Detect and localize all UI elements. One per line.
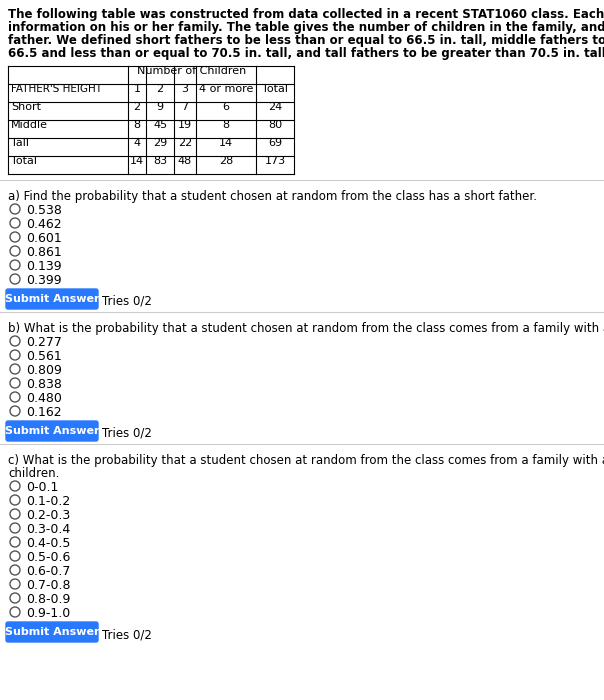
Text: children.: children. <box>8 467 59 480</box>
Circle shape <box>10 579 20 589</box>
Text: 0.4-0.5: 0.4-0.5 <box>26 537 71 550</box>
Text: 0.861: 0.861 <box>26 246 62 259</box>
Text: 0.3-0.4: 0.3-0.4 <box>26 523 70 536</box>
Circle shape <box>10 523 20 533</box>
Text: 2: 2 <box>133 102 141 112</box>
Text: 4 or more: 4 or more <box>199 84 253 94</box>
Circle shape <box>10 364 20 374</box>
Text: 66.5 and less than or equal to 70.5 in. tall, and tall fathers to be greater tha: 66.5 and less than or equal to 70.5 in. … <box>8 47 604 60</box>
Text: 173: 173 <box>265 156 286 166</box>
FancyBboxPatch shape <box>6 622 98 642</box>
Text: 14: 14 <box>130 156 144 166</box>
Text: 3: 3 <box>181 84 188 94</box>
Circle shape <box>10 551 20 561</box>
Text: 0.2-0.3: 0.2-0.3 <box>26 509 70 522</box>
Text: Number of Children: Number of Children <box>137 66 246 76</box>
Text: 8: 8 <box>222 120 230 130</box>
Text: 14: 14 <box>219 138 233 148</box>
FancyBboxPatch shape <box>6 421 98 441</box>
Text: Tries 0/2: Tries 0/2 <box>102 628 152 641</box>
Text: 22: 22 <box>178 138 192 148</box>
Text: Tries 0/2: Tries 0/2 <box>102 427 152 440</box>
Text: 0.838: 0.838 <box>26 378 62 391</box>
Text: 0.277: 0.277 <box>26 336 62 349</box>
Circle shape <box>10 495 20 505</box>
Text: 8: 8 <box>133 120 141 130</box>
Text: The following table was constructed from data collected in a recent STAT1060 cla: The following table was constructed from… <box>8 8 604 21</box>
Text: 0.7-0.8: 0.7-0.8 <box>26 579 71 592</box>
Circle shape <box>10 378 20 388</box>
Text: FATHER'S HEIGHT: FATHER'S HEIGHT <box>11 84 102 94</box>
Text: Submit Answer: Submit Answer <box>5 627 99 637</box>
Circle shape <box>10 509 20 519</box>
Circle shape <box>10 336 20 346</box>
Text: 0.538: 0.538 <box>26 204 62 217</box>
Text: 0.809: 0.809 <box>26 364 62 377</box>
Text: 0.6-0.7: 0.6-0.7 <box>26 565 71 578</box>
Circle shape <box>10 246 20 256</box>
FancyBboxPatch shape <box>6 289 98 309</box>
Text: 19: 19 <box>178 120 192 130</box>
Text: 48: 48 <box>178 156 192 166</box>
Circle shape <box>10 481 20 491</box>
Text: b) What is the probability that a student chosen at random from the class comes : b) What is the probability that a studen… <box>8 322 604 335</box>
Text: a) Find the probability that a student chosen at random from the class has a sho: a) Find the probability that a student c… <box>8 190 537 203</box>
Circle shape <box>10 218 20 228</box>
Text: 0.9-1.0: 0.9-1.0 <box>26 607 70 620</box>
Text: 0.139: 0.139 <box>26 260 62 273</box>
Text: 29: 29 <box>153 138 167 148</box>
Text: 1: 1 <box>133 84 141 94</box>
Text: 4: 4 <box>133 138 141 148</box>
Text: Total: Total <box>262 84 288 94</box>
Circle shape <box>10 537 20 547</box>
Circle shape <box>10 232 20 242</box>
Text: Tall: Tall <box>11 138 29 148</box>
Text: 9: 9 <box>156 102 164 112</box>
Text: information on his or her family. The table gives the number of children in the : information on his or her family. The ta… <box>8 21 604 34</box>
Text: Total: Total <box>11 156 37 166</box>
Text: 0.561: 0.561 <box>26 350 62 363</box>
Text: 0.1-0.2: 0.1-0.2 <box>26 495 70 508</box>
Text: 6: 6 <box>222 102 230 112</box>
Text: Short: Short <box>11 102 41 112</box>
Text: 0.8-0.9: 0.8-0.9 <box>26 593 71 606</box>
Text: 0.5-0.6: 0.5-0.6 <box>26 551 71 564</box>
Circle shape <box>10 392 20 402</box>
Text: 24: 24 <box>268 102 282 112</box>
Text: 7: 7 <box>181 102 188 112</box>
Text: 28: 28 <box>219 156 233 166</box>
Text: 83: 83 <box>153 156 167 166</box>
Text: 0.162: 0.162 <box>26 406 62 419</box>
Text: 80: 80 <box>268 120 282 130</box>
Circle shape <box>10 607 20 617</box>
Text: Middle: Middle <box>11 120 48 130</box>
Text: 2: 2 <box>156 84 164 94</box>
Text: 45: 45 <box>153 120 167 130</box>
Text: 69: 69 <box>268 138 282 148</box>
Text: Tries 0/2: Tries 0/2 <box>102 295 152 308</box>
Text: c) What is the probability that a student chosen at random from the class comes : c) What is the probability that a studen… <box>8 454 604 467</box>
Text: 0.601: 0.601 <box>26 232 62 245</box>
Text: 0-0.1: 0-0.1 <box>26 481 59 494</box>
Text: 0.399: 0.399 <box>26 274 62 287</box>
Text: 0.462: 0.462 <box>26 218 62 231</box>
Text: 0.480: 0.480 <box>26 392 62 405</box>
Circle shape <box>10 350 20 360</box>
Circle shape <box>10 260 20 270</box>
Circle shape <box>10 274 20 284</box>
Text: Submit Answer: Submit Answer <box>5 426 99 436</box>
Text: Submit Answer: Submit Answer <box>5 294 99 304</box>
Circle shape <box>10 565 20 575</box>
Circle shape <box>10 406 20 416</box>
Circle shape <box>10 593 20 603</box>
Text: father. We defined short fathers to be less than or equal to 66.5 in. tall, midd: father. We defined short fathers to be l… <box>8 34 604 47</box>
Circle shape <box>10 204 20 214</box>
